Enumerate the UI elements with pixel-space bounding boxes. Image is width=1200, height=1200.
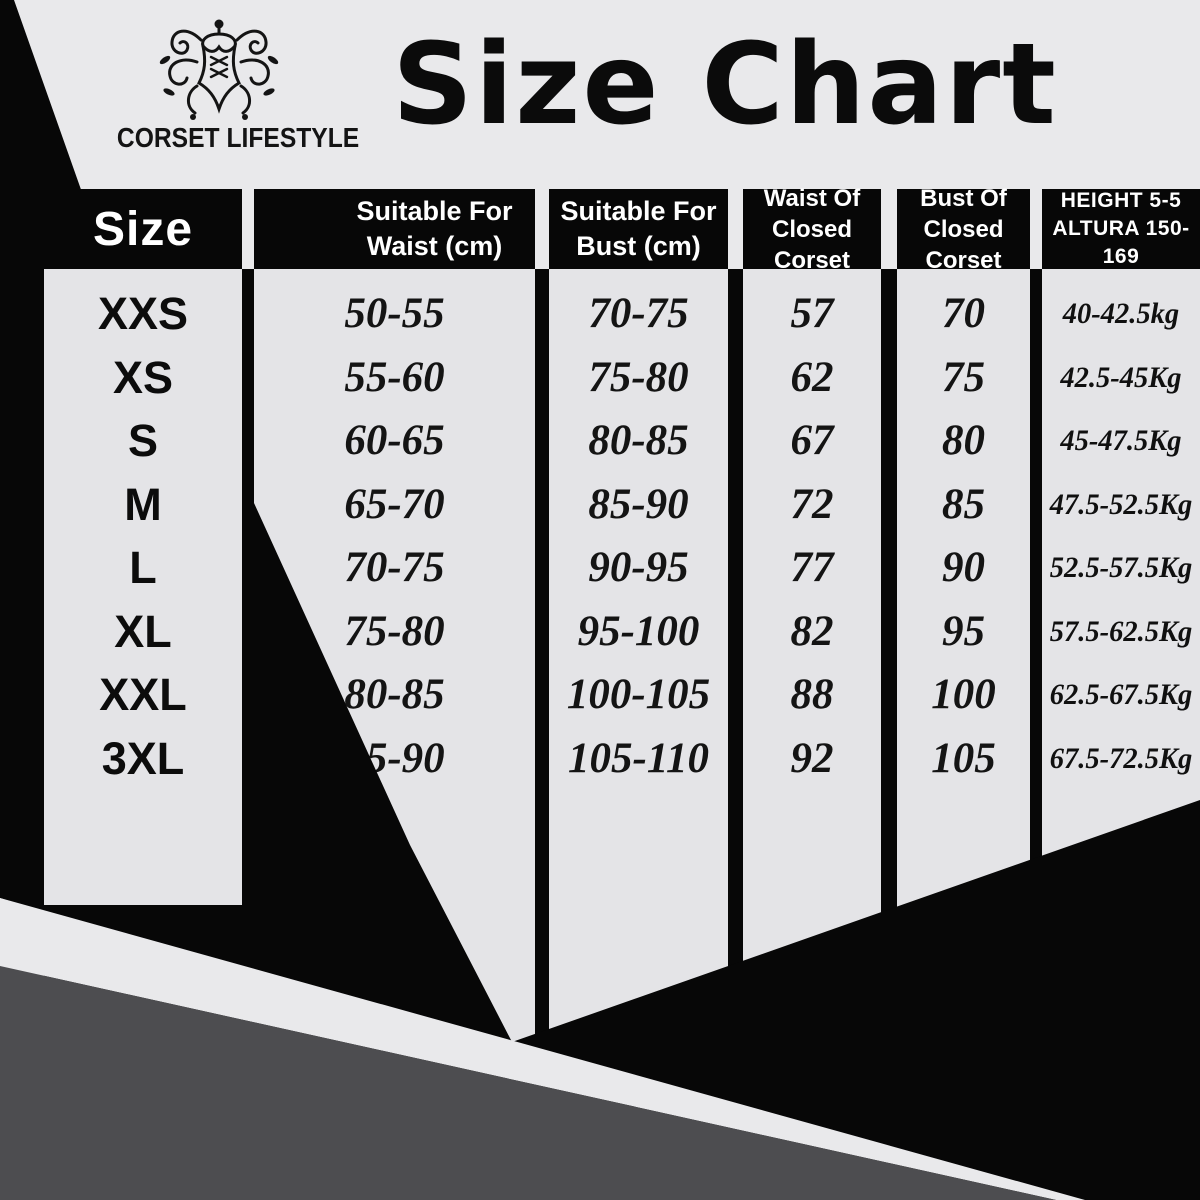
cell-waist-closed-row4: 77 <box>790 544 834 591</box>
cell-weight-row7: 67.5-72.5Kg <box>1049 741 1193 775</box>
column-header-bust-closed: Bust Of Closed Corset <box>897 185 1030 274</box>
column-weight: 40-42.5kg 42.5-45Kg 45-47.5Kg 47.5-52.5K… <box>1042 269 1200 1099</box>
column-divider <box>728 269 743 1099</box>
cell-bust-closed-row4: 90 <box>942 544 985 591</box>
cell-size-row3: M <box>124 478 162 530</box>
cell-weight-row2: 45-47.5Kg <box>1060 424 1182 457</box>
cell-bust-row5: 95-100 <box>577 607 700 655</box>
column-header-line: Waist (cm) <box>366 231 503 261</box>
cell-waist-row4: 70-75 <box>344 544 445 591</box>
cell-size-row4: L <box>129 542 157 593</box>
cell-waist-row5: 75-80 <box>344 607 445 655</box>
column-bust-closed: 70 75 80 85 90 95 100 105 <box>897 269 1030 1099</box>
brand-logo: CORSET LIFESTYLE <box>103 16 360 154</box>
column-divider <box>242 269 254 910</box>
cell-bust-row0: 70-75 <box>588 290 689 337</box>
cell-weight-row3: 47.5-52.5Kg <box>1049 487 1193 521</box>
column-waist-closed: 57 62 67 72 77 82 88 92 <box>743 269 881 1099</box>
cell-waist-closed-row5: 82 <box>790 607 834 655</box>
cell-waist-closed-row2: 67 <box>790 417 834 464</box>
cell-weight-row0: 40-42.5kg <box>1062 297 1180 330</box>
column-header-line: HEIGHT 5-5 <box>1060 189 1182 212</box>
brand-name: CORSET LIFESTYLE <box>116 122 360 153</box>
cell-bust-row2: 80-85 <box>588 417 689 464</box>
cell-size-row7: 3XL <box>101 732 185 784</box>
cell-waist-row0: 50-55 <box>344 290 445 337</box>
column-header-line: Waist Of <box>763 184 861 212</box>
column-divider <box>881 269 897 1099</box>
column-divider <box>1030 269 1042 1099</box>
cell-weight-row4: 52.5-57.5Kg <box>1049 551 1193 584</box>
cell-waist-row1: 55-60 <box>344 353 445 401</box>
column-header-size: Size <box>44 189 242 269</box>
cell-size-row0: XXS <box>97 288 189 339</box>
cell-waist-row7: 85-90 <box>344 734 445 782</box>
column-header-line: Suitable For <box>560 196 717 226</box>
cell-bust-closed-row6: 100 <box>931 671 996 718</box>
cell-bust-row4: 90-95 <box>588 544 689 591</box>
cell-bust-closed-row1: 75 <box>942 353 985 401</box>
cell-weight-row6: 62.5-67.5Kg <box>1049 678 1193 711</box>
cell-bust-closed-row7: 105 <box>931 734 996 782</box>
cell-bust-row6: 100-105 <box>566 671 711 718</box>
column-header-line: ALTURA 150-169 <box>1052 217 1190 268</box>
cell-bust-row7: 105-110 <box>568 734 709 782</box>
column-header-line: Suitable For <box>356 196 513 226</box>
cell-waist-closed-row3: 72 <box>790 480 834 528</box>
cell-size-row1: XS <box>112 351 174 403</box>
column-size: XXS XS S M L XL XXL 3XL <box>44 269 242 905</box>
column-header-line: Bust (cm) <box>576 231 701 261</box>
column-header-suitable-bust: Suitable For Bust (cm) <box>549 189 728 269</box>
column-header-suitable-waist: Suitable For Waist (cm) <box>254 189 535 269</box>
column-header-waist-closed: Waist Of Closed Corset <box>743 185 881 274</box>
column-header-line: Bust Of <box>920 184 1007 212</box>
cell-weight-row5: 57.5-62.5Kg <box>1049 614 1193 648</box>
cell-bust-closed-row0: 70 <box>942 290 985 337</box>
column-header-size-label: Size <box>92 202 194 256</box>
cell-waist-closed-row1: 62 <box>790 353 834 401</box>
cell-size-row6: XXL <box>99 669 187 720</box>
cell-bust-closed-row5: 95 <box>942 607 985 655</box>
cell-size-row5: XL <box>114 605 172 657</box>
column-divider <box>535 269 549 1099</box>
cell-waist-closed-row0: 57 <box>790 290 834 337</box>
column-suitable-waist: 50-55 55-60 60-65 65-70 70-75 75-80 80-8… <box>254 269 535 1099</box>
cell-waist-row2: 60-65 <box>344 417 445 464</box>
cell-weight-row1: 42.5-45Kg <box>1060 360 1182 394</box>
cell-bust-row1: 75-80 <box>588 353 689 401</box>
column-header-line: Closed Corset <box>771 215 852 274</box>
cell-waist-closed-row6: 88 <box>790 671 834 718</box>
cell-waist-closed-row7: 92 <box>790 734 834 782</box>
column-header-line: Closed Corset <box>923 215 1004 274</box>
page-title: Size Chart <box>392 20 1058 150</box>
cell-waist-row3: 65-70 <box>344 480 445 528</box>
column-suitable-bust: 70-75 75-80 80-85 85-90 90-95 95-100 100… <box>549 269 728 1099</box>
cell-bust-closed-row3: 85 <box>942 480 985 528</box>
cell-bust-row3: 85-90 <box>588 480 689 528</box>
cell-bust-closed-row2: 80 <box>942 417 985 464</box>
corset-emblem-icon <box>159 19 282 120</box>
column-header-height: HEIGHT 5-5 ALTURA 150-169 <box>1042 189 1200 269</box>
cell-waist-row6: 80-85 <box>344 671 445 718</box>
cell-size-row2: S <box>127 415 158 466</box>
